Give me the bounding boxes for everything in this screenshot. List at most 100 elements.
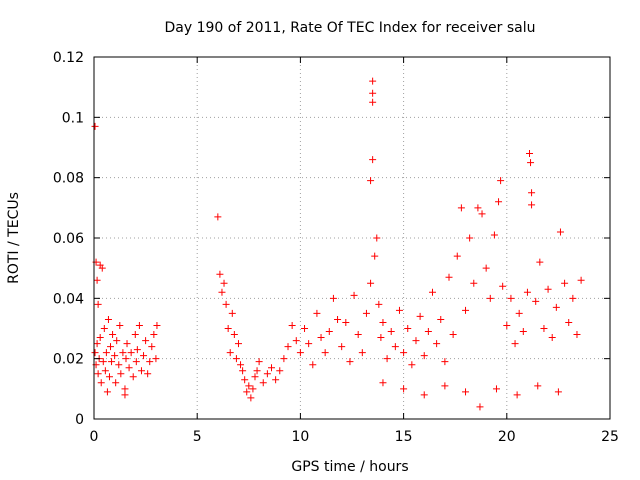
data-point xyxy=(548,334,556,342)
data-point xyxy=(226,349,234,357)
data-point xyxy=(101,367,109,375)
data-point xyxy=(507,294,515,302)
data-point xyxy=(433,340,441,348)
data-point xyxy=(112,379,120,387)
data-point xyxy=(218,288,226,296)
grid-lines xyxy=(94,57,610,419)
data-point xyxy=(108,358,116,366)
data-point xyxy=(288,321,296,329)
data-point xyxy=(373,234,381,242)
data-point xyxy=(133,346,141,354)
data-point xyxy=(144,370,152,378)
data-point xyxy=(97,379,105,387)
data-point xyxy=(241,376,249,384)
data-point xyxy=(99,358,107,366)
y-tick-label: 0.08 xyxy=(53,171,84,187)
data-point xyxy=(216,270,224,278)
data-point xyxy=(259,379,267,387)
y-axis-label: ROTI / TECUs xyxy=(6,192,22,284)
data-point xyxy=(247,394,255,402)
chart-title: Day 190 of 2011, Rate Of TEC Index for r… xyxy=(164,20,535,36)
data-point xyxy=(142,337,150,345)
data-point xyxy=(354,331,362,339)
data-point xyxy=(107,343,115,351)
data-point xyxy=(457,204,465,212)
data-point xyxy=(280,355,288,363)
data-point xyxy=(528,201,536,209)
data-point xyxy=(94,370,102,378)
data-point xyxy=(424,328,432,336)
data-point xyxy=(499,282,507,290)
data-point xyxy=(441,358,449,366)
data-point xyxy=(478,210,486,218)
data-point xyxy=(519,328,527,336)
data-point xyxy=(420,391,428,399)
data-point xyxy=(152,355,160,363)
data-point xyxy=(358,349,366,357)
data-point xyxy=(462,306,470,314)
data-point xyxy=(111,352,119,360)
data-point xyxy=(513,391,521,399)
data-point xyxy=(129,373,137,381)
data-point xyxy=(554,388,562,396)
data-point xyxy=(234,340,242,348)
data-point xyxy=(121,385,129,393)
data-point xyxy=(490,231,498,239)
x-tick-label: 20 xyxy=(498,429,516,445)
data-point xyxy=(121,391,129,399)
data-point xyxy=(253,367,261,375)
data-point xyxy=(515,309,523,317)
data-point xyxy=(441,382,449,390)
data-point xyxy=(495,198,503,206)
data-point xyxy=(362,309,370,317)
data-point xyxy=(239,367,247,375)
data-point xyxy=(230,331,238,339)
data-point xyxy=(449,331,457,339)
data-point xyxy=(527,159,535,167)
data-point xyxy=(462,388,470,396)
data-point xyxy=(346,358,354,366)
data-point xyxy=(123,340,131,348)
data-point xyxy=(243,388,251,396)
data-point xyxy=(96,334,104,342)
data-point xyxy=(251,373,259,381)
x-axis-label: GPS time / hours xyxy=(291,459,408,475)
data-point xyxy=(400,385,408,393)
data-point xyxy=(109,331,117,339)
data-point xyxy=(342,318,350,326)
data-point xyxy=(552,303,560,311)
data-point xyxy=(103,388,111,396)
data-point xyxy=(237,361,245,369)
data-point xyxy=(569,294,577,302)
data-point xyxy=(249,385,257,393)
data-point xyxy=(98,264,106,272)
data-point xyxy=(105,373,113,381)
data-point xyxy=(104,315,112,323)
y-tick-label: 0.1 xyxy=(62,110,84,126)
y-tick-labels: 0 0.02 0.04 0.06 0.08 0.1 0.12 xyxy=(53,50,84,428)
data-point xyxy=(137,367,145,375)
data-point xyxy=(131,331,139,339)
data-point xyxy=(400,349,408,357)
data-point xyxy=(482,264,490,272)
data-point xyxy=(536,258,544,266)
data-point xyxy=(526,150,534,158)
data-point xyxy=(284,343,292,351)
data-point xyxy=(369,98,377,106)
data-point xyxy=(91,349,99,357)
data-point xyxy=(93,276,101,284)
data-point xyxy=(379,318,387,326)
data-point xyxy=(214,213,222,221)
data-point xyxy=(492,385,500,393)
data-point xyxy=(116,321,124,329)
data-point xyxy=(150,331,158,339)
data-point xyxy=(511,340,519,348)
data-point xyxy=(367,177,375,185)
data-point xyxy=(476,403,484,411)
data-point xyxy=(296,349,304,357)
data-point xyxy=(369,89,377,97)
data-point xyxy=(93,340,101,348)
data-point xyxy=(540,325,548,332)
y-tick-label: 0.06 xyxy=(53,231,84,247)
